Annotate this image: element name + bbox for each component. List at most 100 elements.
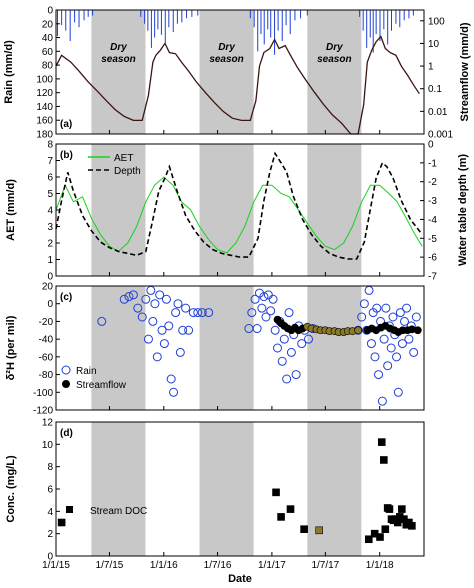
doc-point bbox=[381, 525, 390, 534]
rain-point bbox=[161, 294, 171, 304]
dry-season-bands-d bbox=[91, 422, 362, 556]
dry-season-label: Dry bbox=[326, 42, 343, 53]
y-tick-label: 0 bbox=[47, 299, 53, 310]
rain-axis-ticks: 0 20 40 60 80 100 120 140 160 180 bbox=[36, 6, 60, 141]
rain-point bbox=[266, 306, 276, 316]
rain-point bbox=[409, 347, 419, 357]
doc-point bbox=[286, 505, 295, 513]
y-tick-label: 60 bbox=[42, 47, 54, 58]
rain-point bbox=[357, 312, 367, 322]
y-tick-label: 0 bbox=[47, 552, 53, 563]
y-tick-label: -100 bbox=[33, 388, 53, 399]
doc-point bbox=[408, 522, 416, 530]
rain-point bbox=[268, 294, 278, 304]
rain-point bbox=[164, 321, 174, 331]
rain-point bbox=[184, 325, 194, 335]
y-tick-label: 6 bbox=[47, 485, 53, 496]
x-tick-label: 1/1/16 bbox=[150, 560, 178, 571]
rain-point bbox=[257, 303, 267, 313]
y-tick-label: 100 bbox=[428, 16, 445, 27]
rain-point bbox=[291, 370, 301, 380]
rain-point bbox=[146, 285, 156, 295]
dry-season-band bbox=[307, 10, 362, 134]
x-tick-label: 1/1/17 bbox=[258, 560, 286, 571]
rain-point bbox=[404, 334, 414, 344]
doc-point bbox=[364, 535, 373, 544]
y-tick-label: -4 bbox=[428, 215, 437, 226]
y-tick-label: 10 bbox=[42, 440, 54, 451]
y-tick-label: 6 bbox=[47, 173, 53, 184]
rain-point bbox=[171, 308, 181, 318]
rain-point bbox=[400, 316, 410, 326]
rain-point bbox=[128, 290, 138, 300]
doc-point bbox=[398, 505, 406, 513]
rain-point bbox=[297, 339, 307, 349]
doc-point bbox=[385, 505, 394, 513]
legend-d: Stream DOC bbox=[66, 506, 147, 517]
rain-point bbox=[157, 325, 167, 335]
rain-point bbox=[178, 325, 188, 335]
conc-axis-label: Conc. (mg/L) bbox=[5, 455, 17, 523]
y-tick-label: 120 bbox=[36, 88, 53, 99]
dry-season-band bbox=[199, 286, 254, 410]
y-tick-label: -3 bbox=[428, 196, 437, 207]
rain-point bbox=[250, 294, 260, 304]
dry-season-bands-a bbox=[91, 10, 362, 134]
rain-point bbox=[279, 334, 289, 344]
aet-axis-ticks: 0 1 2 3 4 5 6 7 8 bbox=[47, 140, 60, 283]
y-tick-label: 3 bbox=[47, 222, 53, 233]
rain-bars bbox=[56, 10, 414, 55]
legend-aet-label: AET bbox=[114, 153, 133, 164]
y-tick-label: 0 bbox=[47, 272, 53, 283]
dry-season-label: season bbox=[317, 54, 351, 65]
rain-point bbox=[411, 312, 421, 322]
aet-axis-label: AET (mm/d) bbox=[5, 179, 17, 241]
rain-point bbox=[247, 308, 257, 318]
date-axis-ticks: 1/1/15 1/7/15 1/1/16 1/7/16 1/1/17 1/7/17 1/1/… bbox=[42, 130, 394, 571]
legend-streamflow-label: Streamflow bbox=[76, 380, 127, 391]
rain-point bbox=[97, 316, 107, 326]
y-tick-label: -7 bbox=[428, 272, 437, 283]
x-tick-label: 1/7/16 bbox=[204, 560, 232, 571]
rain-point bbox=[273, 343, 283, 353]
d2h-axis-label: δ²H (per mil) bbox=[5, 315, 17, 380]
y-tick-label: 8 bbox=[47, 140, 53, 151]
rain-point bbox=[304, 334, 314, 344]
depth-axis-label: Water table depth (m) bbox=[457, 154, 469, 266]
dry-season-bands-c bbox=[91, 286, 362, 410]
doc-point bbox=[272, 488, 280, 497]
doc-points bbox=[57, 438, 416, 544]
legend-depth-label: Depth bbox=[114, 166, 141, 177]
rain-point bbox=[372, 303, 382, 313]
rain-point bbox=[364, 285, 374, 295]
doc-point bbox=[376, 533, 384, 541]
y-tick-label: 1 bbox=[47, 255, 53, 266]
y-tick-label: 7 bbox=[47, 156, 53, 167]
doc-point bbox=[277, 513, 285, 521]
dry-season-band bbox=[199, 10, 254, 134]
streamflow-line bbox=[55, 35, 420, 135]
panel-label-b: (b) bbox=[60, 150, 73, 161]
dry-season-band bbox=[307, 286, 362, 410]
streamflow-axis-ticks: 100 10 1 0.1 0.01 0.001 bbox=[420, 16, 453, 141]
panel-c: 20 0 -20 -40 -60 -80 -100 -120 (c) Rain Streamf… bbox=[5, 282, 425, 417]
y-tick-label: 0.01 bbox=[428, 107, 448, 118]
dry-season-band bbox=[91, 422, 146, 556]
doc-point bbox=[380, 456, 388, 464]
panel-label-c: (c) bbox=[60, 292, 72, 303]
rain-point bbox=[370, 352, 380, 362]
y-tick-label: 20 bbox=[42, 19, 54, 30]
y-tick-label: -2 bbox=[428, 177, 437, 188]
doc-point bbox=[300, 525, 308, 534]
rain-point bbox=[359, 299, 369, 309]
rain-point bbox=[377, 396, 387, 406]
y-tick-label: 0.001 bbox=[428, 130, 453, 141]
y-tick-label: 0.1 bbox=[428, 84, 442, 95]
panel-label-a: (a) bbox=[60, 119, 72, 130]
y-tick-label: 10 bbox=[428, 39, 440, 50]
y-tick-label: -120 bbox=[33, 406, 53, 417]
streamflow-point bbox=[354, 326, 363, 335]
rain-point bbox=[282, 374, 292, 384]
